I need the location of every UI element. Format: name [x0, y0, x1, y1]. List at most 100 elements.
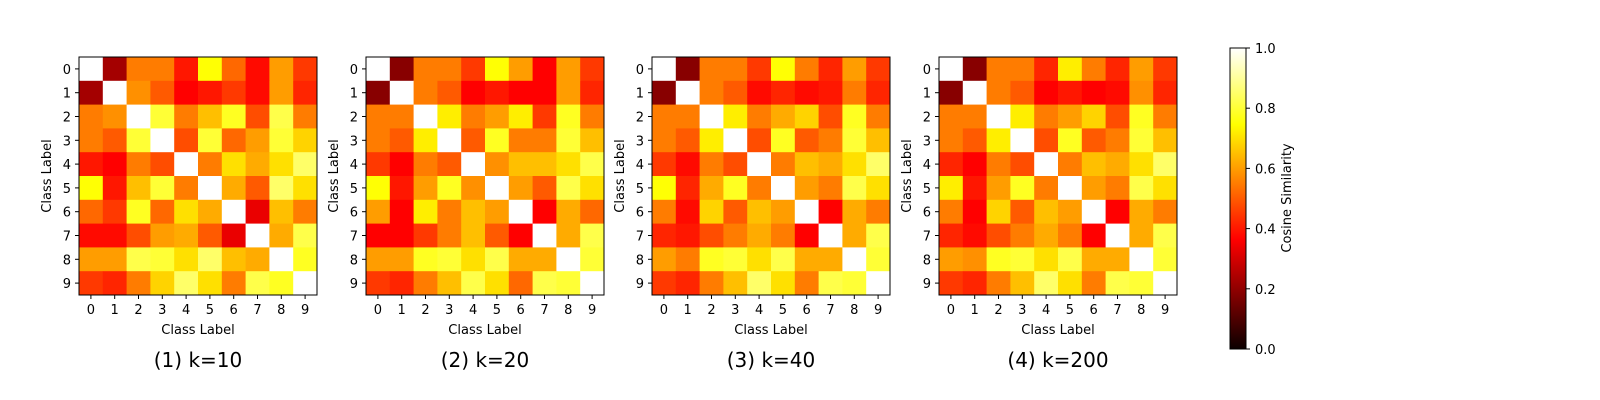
heatmap-cell — [102, 128, 127, 153]
heatmap-cell — [174, 104, 199, 129]
heatmap-cell — [723, 247, 748, 272]
y-tick-label: 2 — [350, 111, 358, 126]
x-tick-label: 7 — [253, 303, 261, 318]
heatmap-cell — [986, 80, 1011, 105]
heatmap-cell — [126, 247, 151, 272]
heatmap-cell — [437, 152, 462, 177]
heatmap-cell — [413, 176, 438, 201]
heatmap-cell — [102, 247, 127, 272]
heatmap-cell — [962, 80, 987, 105]
heatmap-cell — [1153, 57, 1178, 82]
heatmap-cell — [747, 80, 772, 105]
x-tick-label: 4 — [755, 303, 763, 318]
heatmap-cell — [771, 247, 796, 272]
heatmap-cell — [150, 152, 175, 177]
y-tick-label: 9 — [923, 277, 931, 292]
heatmap-frame — [78, 56, 318, 296]
heatmap-cell — [245, 57, 270, 82]
x-axis-label: Class Label — [448, 323, 521, 338]
heatmap-cell — [842, 271, 867, 296]
heatmap-cell — [771, 199, 796, 224]
colorbar-tick-label: 0.8 — [1255, 102, 1276, 117]
x-tick-label: 1 — [398, 303, 406, 318]
heatmap-cell — [532, 152, 557, 177]
heatmap-cell — [1129, 152, 1154, 177]
heatmap-cell — [1010, 128, 1035, 153]
heatmap-cell — [413, 128, 438, 153]
heatmap-cell — [1081, 104, 1106, 129]
heatmap-cell — [771, 104, 796, 129]
heatmap-cell — [437, 104, 462, 129]
heatmap-cell — [150, 247, 175, 272]
heatmap-cell — [508, 271, 533, 296]
heatmap-cell — [1105, 152, 1130, 177]
heatmap-cell — [699, 199, 724, 224]
heatmap-cell — [532, 80, 557, 105]
y-tick-label: 4 — [636, 158, 644, 173]
heatmap-cell — [842, 57, 867, 82]
heatmap-cell — [962, 128, 987, 153]
heatmap-cell — [652, 271, 677, 296]
heatmap-cell — [79, 247, 104, 272]
heatmap-cell — [1058, 247, 1083, 272]
heatmap-cell — [221, 128, 246, 153]
heatmap-cell — [413, 104, 438, 129]
y-tick-label: 8 — [63, 253, 71, 268]
heatmap-cell — [1105, 128, 1130, 153]
heatmap-cell — [1058, 271, 1083, 296]
colorbar: 0.0 0.2 0.4 0.6 0.8 1.0 Cosine Similarity — [1229, 42, 1295, 358]
heatmap-cell — [675, 80, 700, 105]
panel-title: (2) k=20 — [441, 348, 529, 372]
heatmap-cell — [389, 176, 414, 201]
heatmap-cell — [675, 128, 700, 153]
heatmap-cell — [1010, 152, 1035, 177]
heatmap-cell — [269, 152, 294, 177]
heatmap-cell — [794, 152, 819, 177]
heatmap-cell — [174, 223, 199, 248]
y-tick-label: 6 — [636, 206, 644, 221]
heatmap-cell — [269, 223, 294, 248]
heatmap-cell — [79, 199, 104, 224]
heatmap-cell — [699, 176, 724, 201]
heatmap-cell — [1153, 80, 1178, 105]
heatmap-cell — [221, 271, 246, 296]
heatmap-cell — [245, 128, 270, 153]
panel-title: (4) k=200 — [1007, 348, 1108, 372]
y-tick-label: 5 — [636, 182, 644, 197]
heatmap-cell — [293, 128, 318, 153]
heatmap-cell — [1153, 223, 1178, 248]
heatmap-cell — [150, 104, 175, 129]
y-tick-label: 2 — [636, 111, 644, 126]
heatmap-cell — [818, 223, 843, 248]
heatmap-cell — [389, 104, 414, 129]
heatmap-cell — [245, 271, 270, 296]
heatmap-cell — [1010, 247, 1035, 272]
heatmap-cell — [1058, 176, 1083, 201]
heatmap-cell — [532, 199, 557, 224]
heatmap-cell — [366, 80, 391, 105]
heatmap-cell — [794, 57, 819, 82]
heatmap-cell — [1129, 57, 1154, 82]
heatmap-cell — [174, 57, 199, 82]
heatmap-cell — [1010, 223, 1035, 248]
heatmap-cell — [79, 128, 104, 153]
heatmap-cell — [508, 57, 533, 82]
x-tick-label: 5 — [779, 303, 787, 318]
y-tick-label: 6 — [63, 206, 71, 221]
heatmap-cell — [174, 247, 199, 272]
y-tick-label: 6 — [923, 206, 931, 221]
x-tick-label: 2 — [134, 303, 142, 318]
heatmap-cell — [580, 104, 605, 129]
heatmap-cell — [556, 176, 581, 201]
y-tick-label: 2 — [923, 111, 931, 126]
heatmap-cell — [293, 104, 318, 129]
heatmap-cell — [245, 152, 270, 177]
heatmap-cell — [1034, 57, 1059, 82]
heatmap-cell — [1129, 247, 1154, 272]
heatmap-cell — [126, 80, 151, 105]
heatmap-cell — [818, 176, 843, 201]
heatmap-cell — [102, 152, 127, 177]
heatmap-cell — [652, 57, 677, 82]
heatmap-cell — [723, 57, 748, 82]
